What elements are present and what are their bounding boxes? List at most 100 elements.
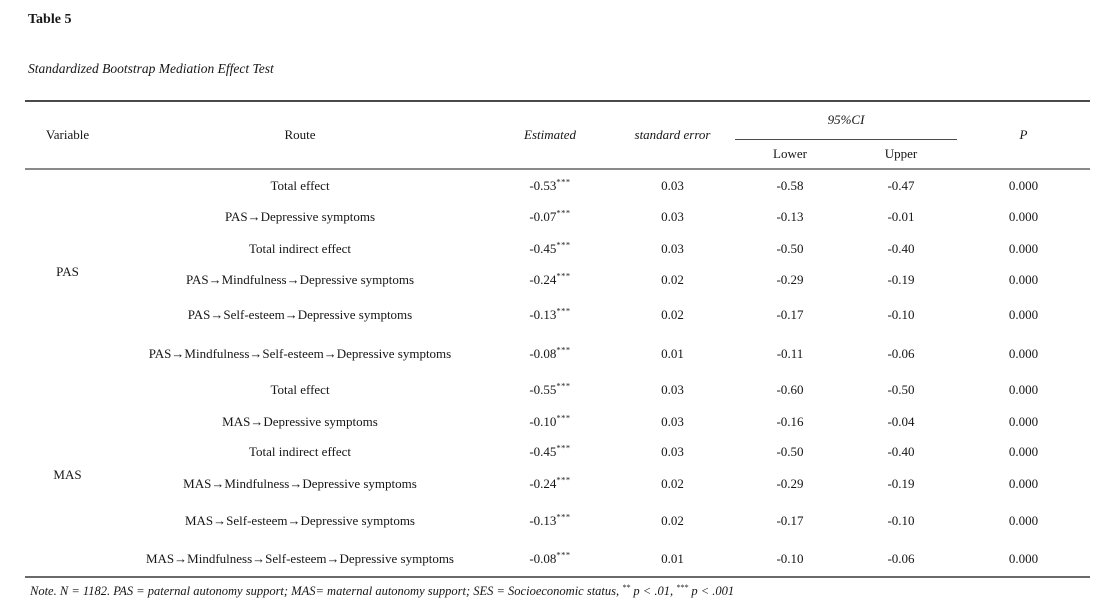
significance-stars: *** [556, 344, 571, 355]
table-row: PAS→Depressive symptoms -0.07*** 0.03 -0… [25, 201, 1090, 233]
estimated-cell: -0.24*** [490, 264, 610, 296]
estimated-value: -0.13 [529, 307, 557, 322]
ci-upper-cell: -0.10 [887, 513, 915, 528]
ci-lower-cell: -0.10 [776, 550, 804, 566]
table-row: MAS→Mindfulness→Self-esteem→Depressive s… [25, 541, 1090, 577]
estimated-cell: -0.07*** [490, 201, 610, 233]
se-cell: 0.03 [661, 209, 684, 224]
p-cell: 0.000 [1008, 413, 1039, 429]
ci-lower-cell: -0.13 [776, 209, 804, 224]
table-row: Total indirect effect -0.45*** 0.03 -0.5… [25, 437, 1090, 466]
ci-upper-cell: -0.06 [887, 345, 915, 361]
table-row: PAS→Self-esteem→Depressive symptoms -0.1… [25, 296, 1090, 334]
route-cell: MAS→Mindfulness→Self-esteem→Depressive s… [145, 550, 454, 566]
route-cell: PAS→Depressive symptoms [224, 209, 376, 224]
se-cell: 0.03 [661, 381, 684, 397]
col-header-standard-error: standard error [634, 127, 711, 142]
route-cell: MAS→Mindfulness→Depressive symptoms [183, 475, 417, 491]
estimated-cell: -0.10*** [490, 406, 610, 437]
ci-lower-cell: -0.29 [776, 475, 804, 491]
table-row: MAS→Depressive symptoms -0.10*** 0.03 -0… [25, 406, 1090, 437]
estimated-value: -0.24 [529, 272, 557, 287]
estimated-cell: -0.13*** [490, 501, 610, 541]
significance-stars: *** [556, 305, 571, 316]
estimated-cell: -0.45*** [490, 437, 610, 466]
table-row: PAS→Mindfulness→Depressive symptoms -0.2… [25, 264, 1090, 296]
estimated-value: -0.55 [529, 381, 557, 397]
estimated-value: -0.45 [529, 443, 557, 459]
ci-lower-cell: -0.16 [776, 413, 804, 429]
table-row: PAS→Mindfulness→Self-esteem→Depressive s… [25, 334, 1090, 373]
ci-lower-cell: -0.17 [776, 307, 804, 322]
ci-upper-cell: -0.04 [887, 413, 915, 429]
p-cell: 0.000 [957, 168, 1090, 201]
significance-stars: *** [556, 176, 571, 187]
ci-lower-cell: -0.50 [776, 443, 804, 459]
estimated-value: -0.13 [529, 513, 557, 528]
significance-stars: *** [556, 549, 571, 560]
p-cell: 0.000 [1008, 381, 1039, 397]
ci-lower-cell: -0.60 [776, 381, 804, 397]
ci-lower-cell: -0.11 [776, 345, 804, 361]
ci-lower-cell: -0.17 [776, 513, 804, 528]
variable-group-pas: PAS [25, 168, 110, 373]
col-header-p: P [1019, 127, 1028, 142]
col-header-variable: Variable [45, 127, 90, 142]
estimated-cell: -0.08*** [490, 541, 610, 577]
ci-upper-cell: -0.19 [887, 475, 915, 491]
ci-upper-cell: -0.01 [887, 209, 915, 224]
se-cell: 0.02 [661, 475, 684, 491]
route-cell: PAS→Mindfulness→Self-esteem→Depressive s… [148, 345, 452, 361]
p-cell: 0.000 [1008, 475, 1039, 491]
p-cell: 0.000 [1008, 345, 1039, 361]
significance-stars: *** [556, 239, 571, 250]
estimated-value: -0.08 [529, 345, 557, 361]
significance-stars: *** [556, 511, 571, 522]
col-header-95ci: 95%CI [735, 101, 957, 140]
route-cell: Total effect [270, 381, 330, 397]
table-header: Variable Route Estimated standard error … [25, 101, 1090, 169]
significance-stars: *** [556, 474, 571, 485]
p-cell: 0.000 [1008, 272, 1039, 287]
estimated-cell: -0.13*** [490, 296, 610, 334]
table-title: Standardized Bootstrap Mediation Effect … [28, 61, 274, 76]
note-text: Note. N = 1182. PAS = paternal autonomy … [30, 584, 623, 598]
se-cell: 0.03 [610, 168, 735, 201]
ci-upper-cell: -0.47 [845, 168, 957, 201]
table-number: Table 5 [28, 12, 72, 27]
ci-upper-cell: -0.10 [887, 307, 915, 322]
estimated-value: -0.53 [529, 177, 557, 193]
route-cell: MAS→Self-esteem→Depressive symptoms [184, 513, 415, 528]
variable-group-mas: MAS [53, 466, 82, 482]
table-body: PAS Total effect -0.53*** 0.03 -0.58 -0.… [25, 168, 1090, 577]
estimated-value: -0.10 [529, 413, 557, 429]
ci-lower-cell: -0.58 [735, 168, 845, 201]
estimated-cell: -0.45*** [490, 233, 610, 264]
sig-3-stars: *** [676, 582, 689, 592]
col-header-ci-upper: Upper [884, 145, 918, 161]
sig-3-text: p < .001 [688, 584, 735, 598]
sig-2-stars: ** [622, 582, 631, 592]
route-cell: Total indirect effect [248, 240, 352, 256]
table-row: MAS Total effect -0.55 *** 0.03 -0.60 -0.… [25, 373, 1090, 482]
se-cell: 0.01 [661, 550, 684, 566]
ci-lower-cell: -0.50 [776, 240, 804, 256]
se-cell: 0.01 [661, 345, 684, 361]
se-cell: 0.03 [661, 413, 684, 429]
route-cell: PAS→Mindfulness→Depressive symptoms [185, 272, 415, 287]
col-header-route: Route [284, 127, 316, 142]
estimated-cell: -0.24*** [490, 466, 610, 501]
route-cell: PAS→Self-esteem→Depressive symptoms [187, 307, 413, 322]
ci-upper-cell: -0.06 [887, 550, 915, 566]
significance-stars: *** [556, 442, 571, 453]
table-row: MAS→Self-esteem→Depressive symptoms -0.1… [25, 501, 1090, 541]
significance-stars: *** [556, 207, 571, 218]
table-note: Note. N = 1182. PAS = paternal autonomy … [30, 582, 735, 599]
table-row: MAS→Mindfulness→Depressive symptoms -0.2… [25, 466, 1090, 501]
p-cell: 0.000 [1008, 307, 1039, 322]
significance-stars: *** [556, 412, 571, 423]
ci-upper-cell: -0.19 [887, 272, 915, 287]
p-cell: 0.000 [1008, 513, 1039, 528]
table-row: Total indirect effect -0.45*** 0.03 -0.5… [25, 233, 1090, 264]
p-cell: 0.000 [1008, 209, 1039, 224]
